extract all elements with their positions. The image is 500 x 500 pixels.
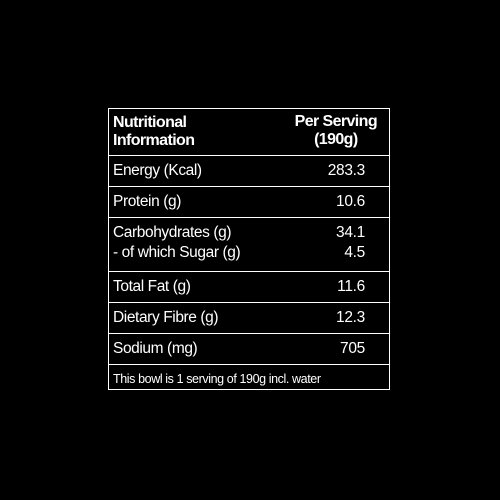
total-fat-label: Total Fat (g) <box>113 278 191 295</box>
sugar-label: - of which Sugar (g) <box>113 244 241 261</box>
header-title-line1: Nutritional <box>113 114 187 131</box>
carbohydrates-values: 34.1 4.5 <box>336 223 365 263</box>
energy-value: 283.3 <box>327 162 366 179</box>
energy-label: Energy (Kcal) <box>113 162 202 179</box>
dietary-fibre-row: Dietary Fibre (g) 12.3 <box>109 303 389 334</box>
carbohydrates-labels: Carbohydrates (g) - of which Sugar (g) <box>113 223 241 263</box>
footnote-row: This bowl is 1 serving of 190g incl. wat… <box>109 365 389 389</box>
protein-value: 10.6 <box>336 193 365 210</box>
carbohydrates-value: 34.1 <box>336 224 365 241</box>
sodium-label: Sodium (mg) <box>113 340 198 357</box>
total-fat-value: 11.6 <box>337 278 365 295</box>
protein-row: Protein (g) 10.6 <box>109 187 389 218</box>
serving-header-line1: Per Serving <box>294 113 378 130</box>
sodium-row: Sodium (mg) 705 <box>109 334 389 365</box>
carbohydrates-row: Carbohydrates (g) - of which Sugar (g) 3… <box>109 218 389 272</box>
serving-footnote: This bowl is 1 serving of 190g incl. wat… <box>113 372 321 386</box>
nutrition-facts-panel: Nutritional Information Per Serving (190… <box>108 108 390 390</box>
header-row: Nutritional Information Per Serving (190… <box>109 109 389 156</box>
total-fat-row: Total Fat (g) 11.6 <box>109 272 389 303</box>
serving-header-line2: (190g) <box>314 131 358 148</box>
carbohydrates-label: Carbohydrates (g) <box>113 224 232 241</box>
header-title: Nutritional Information <box>113 114 195 150</box>
energy-row: Energy (Kcal) 283.3 <box>109 156 389 187</box>
dietary-fibre-value: 12.3 <box>336 309 365 326</box>
serving-header: Per Serving (190g) <box>294 113 378 149</box>
sodium-value: 705 <box>340 340 365 357</box>
protein-label: Protein (g) <box>113 193 181 210</box>
sugar-value: 4.5 <box>344 244 365 261</box>
dietary-fibre-label: Dietary Fibre (g) <box>113 309 219 326</box>
header-title-line2: Information <box>113 132 195 149</box>
